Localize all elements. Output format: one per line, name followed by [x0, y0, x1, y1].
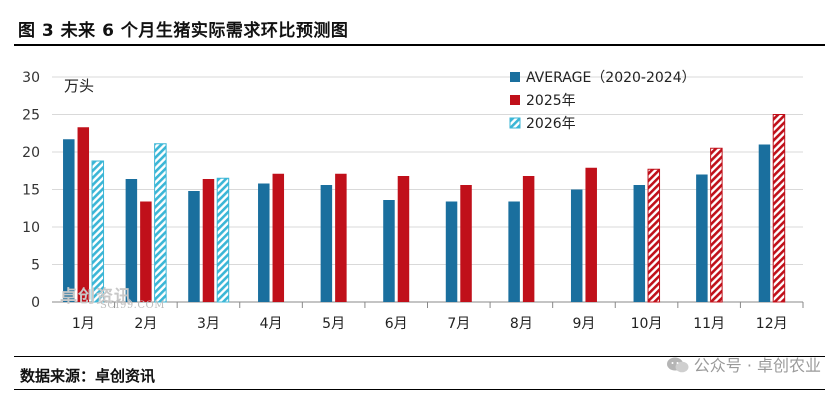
bar-s1-8 [585, 167, 597, 302]
bar-s2-1 [154, 143, 167, 303]
legend-label-2: 2026年 [526, 116, 576, 132]
bar-s0-2 [188, 191, 200, 302]
x-tick-label: 7月 [447, 316, 470, 332]
bar-s0-3 [258, 183, 270, 302]
bar-s0-9 [633, 185, 646, 302]
bar-s1-7 [522, 176, 535, 302]
legend-swatch-2 [509, 117, 521, 129]
bar-s1-6 [460, 185, 472, 302]
x-tick-label: 3月 [197, 316, 220, 332]
bar-s0-6 [445, 201, 458, 302]
x-tick-label: 12月 [756, 316, 788, 332]
legend-swatch-0 [510, 72, 520, 82]
legend-label-1: 2025年 [526, 93, 576, 109]
source-bar: 数据来源：卓创资讯 [14, 356, 825, 390]
bar-s1-2 [202, 179, 215, 302]
bar-s0-5 [383, 200, 395, 302]
bar-s0-8 [570, 189, 583, 302]
title-bar: 图 3 未来 6 个月生猪实际需求环比预测图 [14, 12, 825, 46]
legend-swatch-1 [510, 95, 520, 105]
source-note: 数据来源：卓创资讯 [20, 367, 156, 385]
stamp-text: 卓创资讯 [60, 287, 132, 307]
x-tick-label: 11月 [693, 316, 725, 332]
y-tick-label: 25 [22, 108, 40, 124]
bar-s0-1 [125, 179, 138, 302]
bar-s1-5 [397, 176, 410, 302]
y-tick-label: 10 [22, 220, 40, 236]
x-tick-label: 8月 [510, 316, 533, 332]
watermark-text: 公众号 · 卓创农业 [693, 356, 821, 375]
y-tick-label: 15 [22, 183, 40, 199]
x-tick-label: 1月 [72, 316, 95, 332]
bar-s1-9 [647, 168, 661, 303]
bar-s0-11 [758, 144, 771, 302]
bar-s0-10 [696, 174, 708, 302]
chart: 0 5 10 15 20 25 30 万头 1月 2月 3月 4月 5月 6月 7月 8月 9月 10月 11月 12… [22, 70, 804, 332]
x-tick-label: 10月 [631, 316, 663, 332]
bar-s1-3 [272, 173, 285, 302]
x-tick-label: 6月 [385, 316, 408, 332]
x-tick-label: 2月 [134, 316, 157, 332]
bar-s2-0 [91, 160, 105, 303]
watermark: 公众号 · 卓创农业 [666, 352, 821, 376]
bar-s1-10 [710, 147, 723, 303]
bar-s1-0 [77, 127, 90, 302]
wechat-icon [666, 357, 689, 373]
y-tick-label: 5 [31, 258, 40, 274]
bar-s2-2 [216, 177, 230, 303]
page-title: 图 3 未来 6 个月生猪实际需求环比预测图 [18, 21, 349, 41]
y-tick-label: 20 [22, 145, 40, 161]
bar-s0-4 [320, 185, 333, 302]
y-axis-unit: 万头 [64, 77, 94, 95]
x-tick-label: 5月 [322, 316, 345, 332]
bar-s0-0 [63, 139, 75, 302]
bar-s0-7 [508, 201, 520, 302]
bar-s1-11 [772, 114, 786, 303]
bar-s1-1 [140, 201, 152, 302]
y-tick-label: 0 [31, 295, 40, 311]
x-tick-label: 4月 [260, 316, 283, 332]
bar-s1-4 [335, 173, 347, 302]
stamp-sub: SCI99.COM [100, 300, 165, 311]
legend-label-0: AVERAGE（2020-2024） [526, 70, 696, 86]
x-tick-label: 9月 [572, 316, 595, 332]
y-tick-label: 30 [22, 70, 40, 86]
